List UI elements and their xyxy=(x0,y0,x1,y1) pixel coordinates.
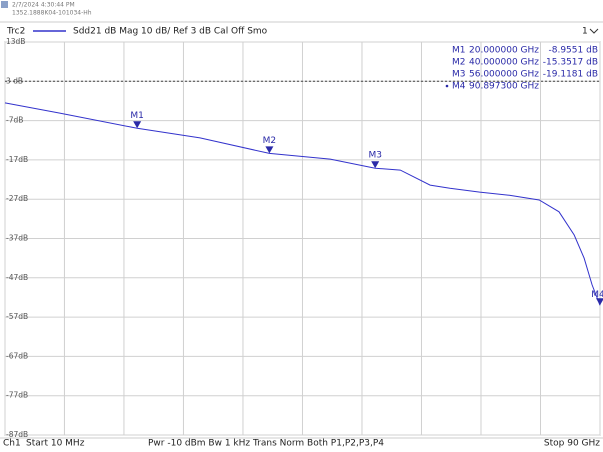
footer-stop: Stop 90 GHz xyxy=(544,439,600,449)
timestamp: 2/7/2024 4:30:44 PM xyxy=(12,2,75,9)
marker-triangle xyxy=(371,161,380,169)
channel-number: 1 xyxy=(582,27,588,37)
marker-triangle xyxy=(596,298,603,306)
marker-value: -8.9551 dB xyxy=(549,46,599,56)
device-id: 1352.1888K04-101034-Hh xyxy=(12,10,92,17)
y-tick-label: -57dB xyxy=(6,312,28,321)
footer-channel: Ch1 xyxy=(3,439,21,449)
y-tick-label: -37dB xyxy=(6,234,28,243)
marker-name: M3 xyxy=(452,70,466,80)
marker-label: M1 xyxy=(130,111,144,121)
marker-label: M2 xyxy=(263,136,277,146)
marker-name: M1 xyxy=(452,46,466,56)
logo xyxy=(1,1,8,8)
trace xyxy=(4,102,601,306)
dropdown-icon[interactable] xyxy=(589,28,599,34)
y-tick-label: -27dB xyxy=(6,194,28,203)
marker-freq: 90.897300 GHz xyxy=(469,82,539,92)
active-dot xyxy=(445,84,449,88)
marker-triangle xyxy=(265,146,274,154)
trace-name: Trc2 xyxy=(6,27,25,37)
marker-label: M3 xyxy=(368,151,382,161)
marker-freq: 20.000000 GHz xyxy=(469,46,539,56)
y-tick-label: -7dB xyxy=(6,116,23,125)
y-tick-label: -47dB xyxy=(6,273,28,282)
marker-freq: 56.000000 GHz xyxy=(469,70,539,80)
marker-label: M4 xyxy=(591,290,603,300)
footer-settings: Pwr -10 dBm Bw 1 kHz Trans Norm Both P1,… xyxy=(148,439,384,449)
marker-freq: 40.000000 GHz xyxy=(469,58,539,68)
y-tick-label: -17dB xyxy=(6,155,28,164)
marker-name: M4 xyxy=(452,82,466,92)
y-tick-label: -87dB xyxy=(6,430,28,439)
trace-settings: Sdd21 dB Mag 10 dB/ Ref 3 dB Cal Off Smo xyxy=(73,27,268,37)
y-tick-label: -77dB xyxy=(6,391,28,400)
y-tick-label: 13dB xyxy=(6,37,25,46)
footer-start: Start 10 MHz xyxy=(26,439,85,449)
marker-value: -15.3517 dB xyxy=(543,58,598,68)
marker-name: M2 xyxy=(452,58,466,68)
marker-triangle xyxy=(133,121,142,129)
marker-value: -19.1181 dB xyxy=(543,70,598,80)
y-tick-label: -67dB xyxy=(6,351,28,360)
